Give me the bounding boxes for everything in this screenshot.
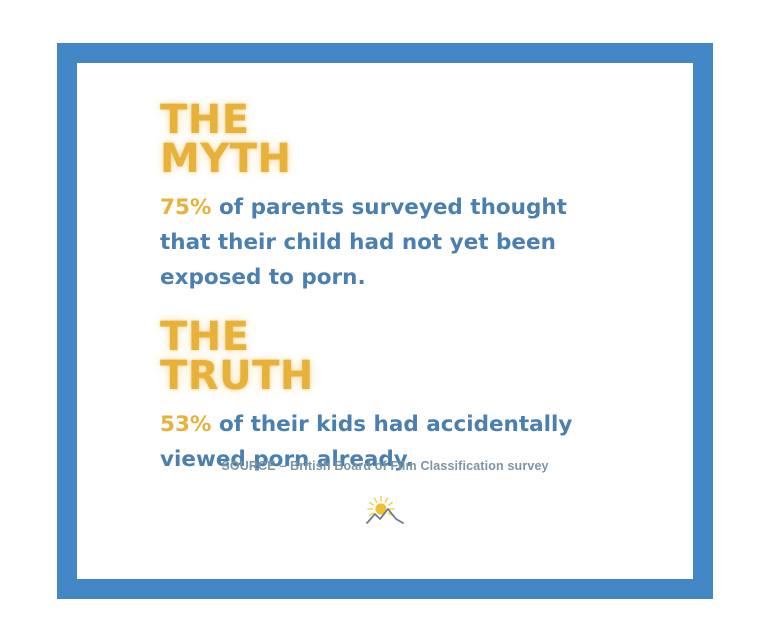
truth-statement: 53% of their kids had accidentally viewe… (160, 408, 590, 478)
myth-headline-line-1: THE (160, 97, 250, 143)
card-inner-panel: THE MYTH 75% of parents surveyed thought… (77, 63, 693, 579)
truth-percent: 53% (160, 412, 212, 438)
truth-headline-line-1: THE (160, 313, 250, 360)
myth-headline-line-2: MYTH (160, 136, 292, 183)
myth-block: THE MYTH 75% of parents surveyed thought… (160, 97, 669, 296)
sun-disc (375, 503, 387, 515)
myth-percent: 75% (160, 195, 212, 221)
logo-container (77, 495, 693, 530)
mountain-range (366, 508, 404, 524)
content-stack: THE MYTH 75% of parents surveyed thought… (160, 97, 669, 478)
truth-statement-text: of their kids had accidentally viewed po… (160, 412, 573, 473)
myth-statement: 75% of parents surveyed thought that the… (160, 191, 590, 295)
truth-headline-line-2: TRUTH (160, 353, 314, 400)
infographic-card: THE MYTH 75% of parents surveyed thought… (57, 43, 713, 599)
sun-over-mountains-icon (366, 495, 404, 524)
truth-headline: THE TRUTH (160, 313, 669, 400)
source-attribution: SOURCE – British Board of Film Classific… (221, 459, 549, 473)
truth-block: THE TRUTH 53% of their kids had accident… (160, 313, 669, 478)
myth-statement-text: of parents surveyed thought that their c… (160, 195, 567, 291)
myth-headline: THE MYTH (160, 97, 669, 183)
